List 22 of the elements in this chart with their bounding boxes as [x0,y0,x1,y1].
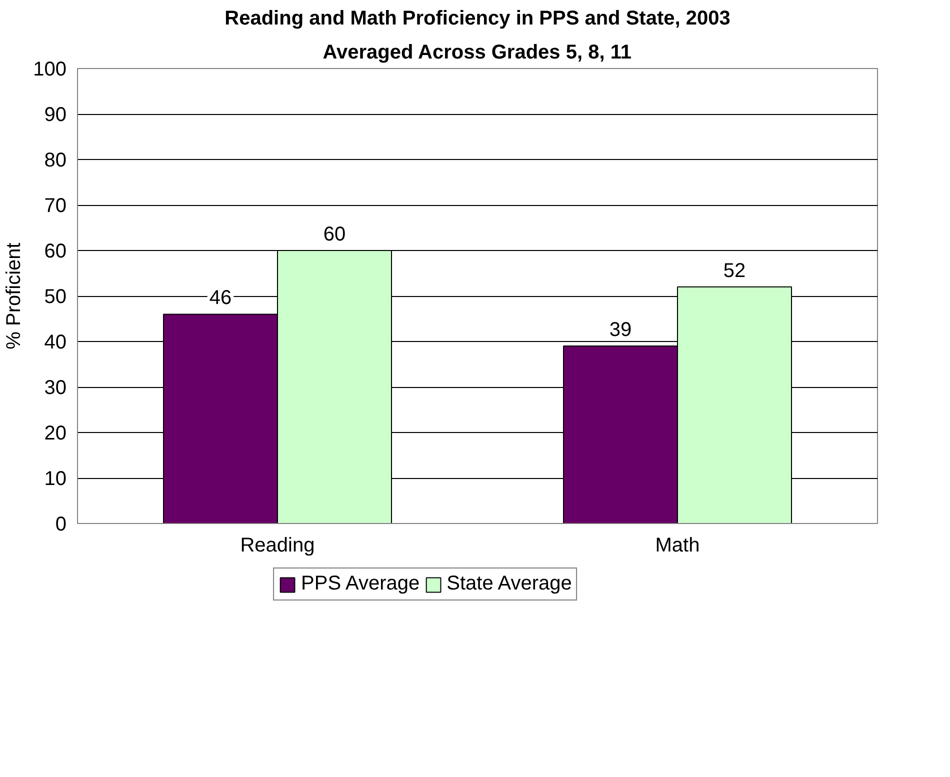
y-tick-label: 10 [44,468,67,490]
data-label: 46 [209,287,232,310]
y-tick-label: 90 [44,104,67,126]
chart-subtitle: Averaged Across Grades 5, 8, 11 [322,42,632,64]
chart-title: Reading and Math Proficiency in PPS and State, 2003 [224,8,730,30]
y-tick-label: 100 [33,58,67,80]
y-tick-label: 50 [44,286,67,308]
y-tick-label: 40 [44,332,67,354]
y-tick-label: 0 [55,514,66,536]
x-tick-label: Reading [240,534,315,556]
legend-label: PPS Average [301,572,420,596]
y-axis-title: % Proficient [3,242,26,350]
data-label: 60 [323,224,346,246]
legend-label: State Average [446,572,572,596]
y-tick-label: 60 [44,240,67,262]
y-tick-label: 80 [44,150,67,172]
y-tick-label: 30 [44,377,67,399]
x-tick-label: Math [655,534,700,556]
data-label: 39 [609,319,632,342]
data-label: 52 [723,260,746,282]
y-tick-label: 70 [44,195,67,217]
y-tick-label: 20 [44,422,67,444]
